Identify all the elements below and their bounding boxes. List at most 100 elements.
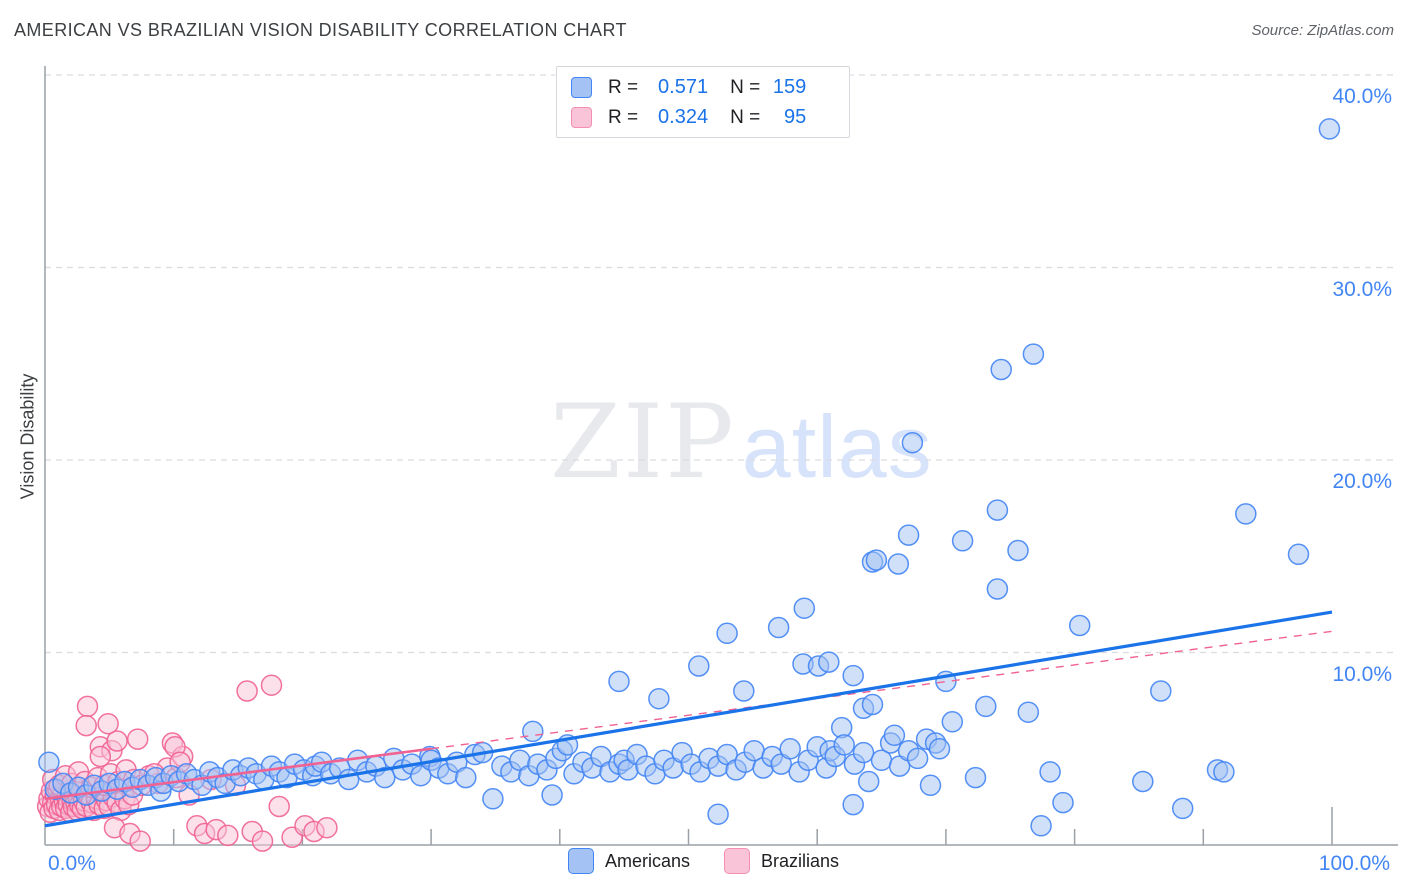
- scatter-point-americans: [951, 530, 974, 552]
- watermark: ZIP atlas: [550, 392, 933, 494]
- scatter-point-brazilians: [97, 712, 119, 735]
- scatter-point-americans: [1052, 791, 1074, 814]
- r-label: R =: [608, 106, 639, 128]
- legend-label-brazilians: Brazilians: [761, 850, 840, 871]
- scatter-point-americans: [1132, 770, 1154, 793]
- x-tick-label-0: 0.0%: [48, 852, 96, 875]
- scatter-point-americans: [716, 622, 738, 645]
- scatter-point-americans: [1017, 701, 1040, 723]
- scatter-point-americans: [818, 651, 840, 673]
- scatter-point-americans: [941, 711, 964, 733]
- y-tick-label-40: 40.0%: [1332, 85, 1392, 108]
- scatter-point-brazilians: [260, 674, 283, 696]
- series-legend: Americans Brazilians: [568, 848, 839, 874]
- scatter-point-americans: [1213, 761, 1235, 783]
- scatter-point-americans: [928, 738, 951, 760]
- scatter-point-americans: [964, 766, 987, 789]
- watermark-zip: ZIP: [550, 383, 736, 502]
- scatter-point-americans: [374, 766, 396, 789]
- scatter-point-brazilians: [129, 830, 151, 852]
- scatter-point-americans: [779, 738, 801, 760]
- n-value-americans: 159: [772, 76, 807, 98]
- scatter-point-americans: [865, 549, 888, 571]
- x-tick-label-100: 100.0%: [1318, 852, 1390, 875]
- scatter-point-americans: [793, 597, 816, 619]
- scatter-point-americans: [883, 724, 906, 747]
- scatter-point-americans: [410, 764, 432, 787]
- r-label: R =: [608, 76, 639, 98]
- scatter-point-americans: [541, 784, 563, 806]
- n-label: N =: [730, 106, 761, 128]
- scatter-point-brazilians: [106, 730, 128, 752]
- scatter-point-brazilians: [217, 824, 239, 847]
- scatter-point-americans: [857, 770, 880, 793]
- scatter-point-americans: [38, 751, 60, 773]
- scatter-point-americans: [608, 670, 630, 693]
- scatter-point-americans: [852, 741, 875, 764]
- scatter-point-americans: [688, 655, 710, 677]
- scatter-point-americans: [861, 693, 884, 716]
- scatter-point-americans: [733, 680, 755, 702]
- scatter-point-americans: [1068, 614, 1091, 637]
- scatter-point-americans: [1007, 539, 1029, 562]
- y-tick-label-20: 20.0%: [1332, 470, 1392, 493]
- n-value-brazilians: 95: [783, 106, 807, 128]
- scatter-point-americans: [337, 768, 360, 791]
- brazilians-swatch-icon: [571, 107, 592, 128]
- scatter-point-americans: [455, 766, 477, 789]
- watermark-atlas: atlas: [741, 397, 933, 496]
- scatter-point-americans: [842, 793, 864, 816]
- scatter-point-americans: [1039, 761, 1061, 783]
- brazilians-legend-swatch-icon: [724, 848, 751, 874]
- r-value-brazilians: 0.324: [658, 106, 709, 128]
- scatter-point-americans: [986, 578, 1009, 600]
- scatter-point-americans: [986, 499, 1009, 521]
- scatter-point-americans: [901, 431, 924, 454]
- scatter-point-americans: [1171, 797, 1194, 820]
- page-title: AMERICAN VS BRAZILIAN VISION DISABILITY …: [14, 20, 627, 40]
- scatter-point-brazilians: [126, 728, 149, 750]
- y-tick-label-30: 30.0%: [1332, 278, 1392, 301]
- scatter-point-americans: [1235, 503, 1257, 525]
- scatter-point-americans: [767, 616, 790, 639]
- scatter-point-americans: [887, 553, 910, 575]
- scatter-point-americans: [919, 774, 942, 797]
- scatter-point-americans: [707, 803, 729, 825]
- scatter-point-americans: [1022, 343, 1045, 365]
- scatter-point-brazilians: [75, 714, 97, 737]
- scatter-point-brazilians: [251, 830, 274, 852]
- americans-swatch-icon: [571, 77, 592, 98]
- scatter-point-americans: [833, 734, 855, 756]
- scatter-point-americans: [648, 687, 670, 710]
- scatter-point-americans: [990, 358, 1012, 381]
- correlation-stats-box: R = 0.571 N = 159 R = 0.324 N = 95: [556, 66, 850, 138]
- scatter-point-americans: [1150, 680, 1172, 702]
- stats-row-americans: R = 0.571 N = 159: [571, 76, 837, 99]
- stats-row-brazilians: R = 0.324 N = 95: [571, 106, 837, 129]
- americans-legend-swatch-icon: [568, 848, 594, 874]
- trend-line-brazilians-dashed: [431, 630, 1333, 750]
- scatter-point-americans: [1318, 118, 1341, 140]
- legend-item-americans: Americans: [568, 848, 690, 874]
- source-attribution: Source: ZipAtlas.com: [1251, 22, 1394, 39]
- r-value-americans: 0.571: [658, 76, 709, 98]
- trend-line-brazilians-solid: [44, 747, 432, 801]
- scatter-point-brazilians: [268, 795, 290, 818]
- legend-item-brazilians: Brazilians: [724, 848, 839, 874]
- scatter-point-americans: [842, 664, 864, 687]
- scatter-point-americans: [1287, 543, 1310, 566]
- scatter-point-brazilians: [316, 816, 338, 839]
- scatter-point-brazilians: [236, 680, 258, 702]
- scatter-point-americans: [897, 524, 920, 546]
- scatter-point-americans: [906, 747, 929, 770]
- y-axis-title: Vision Disability: [17, 373, 38, 500]
- n-label: N =: [730, 76, 761, 98]
- scatter-point-americans: [1030, 815, 1052, 837]
- legend-label-americans: Americans: [605, 850, 691, 871]
- scatter-point-americans: [522, 720, 544, 743]
- scatter-point-brazilians: [89, 745, 112, 768]
- scatter-point-americans: [482, 788, 504, 810]
- trend-line-americans-solid: [44, 610, 1333, 828]
- scatter-point-americans: [975, 695, 997, 718]
